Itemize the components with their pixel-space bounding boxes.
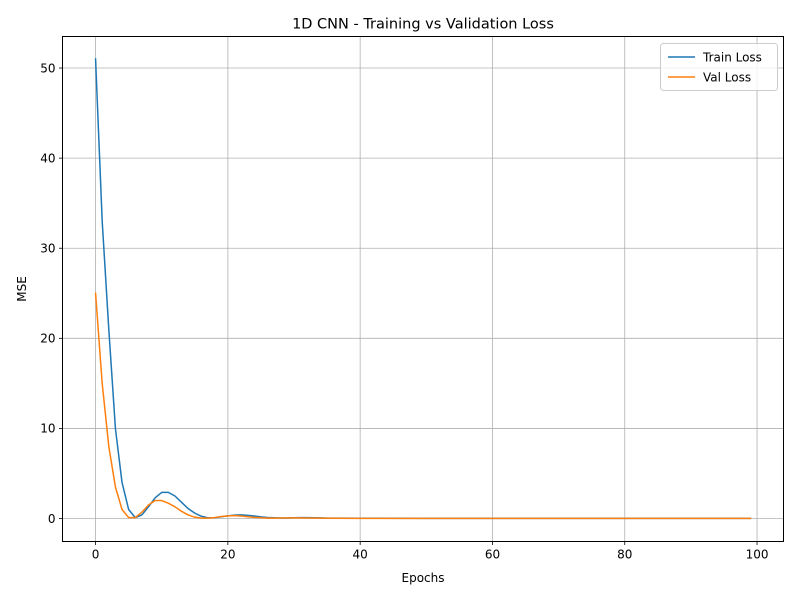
series-lines [94,58,752,520]
y-tick-label: 20 [40,332,55,346]
x-tick-label: 0 [92,548,100,562]
x-axis-label: Epochs [402,571,445,585]
chart-title: 1D CNN - Training vs Validation Loss [292,17,554,33]
grid [62,36,784,542]
legend-label-train-loss: Train Loss [702,51,762,65]
x-tick-label: 20 [220,548,235,562]
val-loss-line [94,292,752,520]
train-loss-line [94,58,752,520]
y-tick-label: 10 [40,422,55,436]
y-tick-label: 0 [48,512,56,526]
x-tick-label: 40 [353,548,368,562]
x-tick-label: 80 [617,548,632,562]
y-tick-label: 30 [40,242,55,256]
plot-frame [62,36,784,542]
legend: Train Loss Val Loss [660,43,778,91]
y-axis-label: MSE [15,276,29,302]
legend-box [660,43,778,91]
y-tick-label: 50 [40,61,55,75]
x-tick-label: 60 [485,548,500,562]
y-tick-label: 40 [40,151,55,165]
axis-ticks: 0 20 40 60 80 100 0 10 20 30 40 50 [40,61,768,561]
x-tick-label: 100 [746,548,769,562]
legend-label-val-loss: Val Loss [703,71,751,85]
